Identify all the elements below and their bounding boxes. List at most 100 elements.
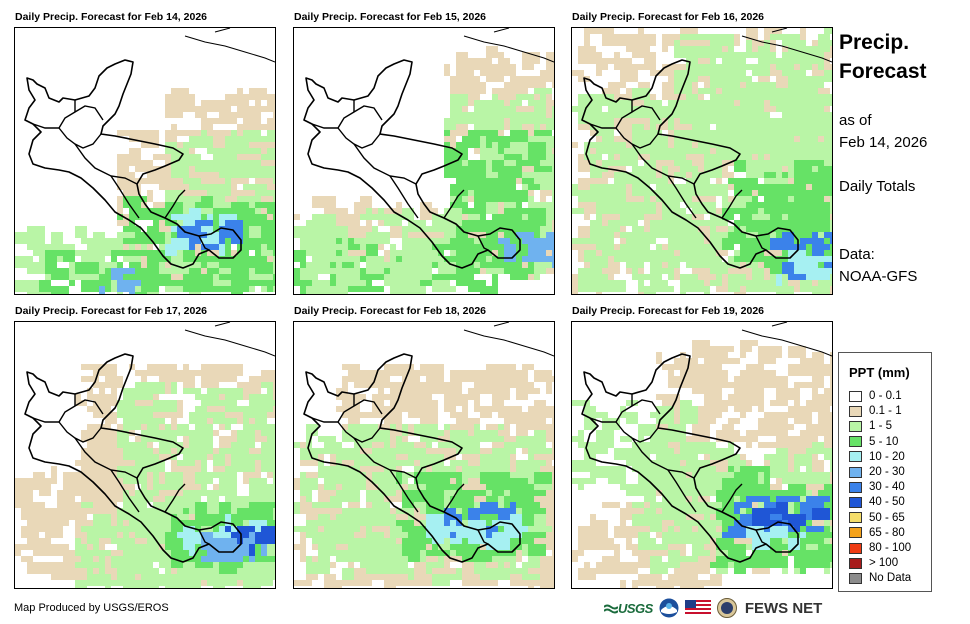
as-of-line1: as of [839,112,872,129]
legend-swatch [849,436,862,448]
side-title: Precip. Forecast [839,28,927,86]
legend-label: 0 - 0.1 [869,390,902,402]
legend-label: No Data [869,572,912,585]
logo-strip: USGS FEWS NET [603,596,823,620]
country-border [443,189,465,219]
legend-swatch [849,527,862,539]
country-border [631,437,695,479]
us-flag-icon [684,600,711,616]
map-panel-2 [293,27,555,295]
country-border [721,483,743,513]
panel-title-3: Daily Precip. Forecast for Feb 16, 2026 [572,11,765,23]
precip-map-4 [15,322,275,588]
legend-title: PPT (mm) [849,365,910,380]
caribbean-coastline [463,322,554,357]
country-border [311,399,383,423]
legend-swatch [849,466,862,478]
legend-label: 50 - 65 [869,511,905,524]
panel-title-2: Daily Precip. Forecast for Feb 15, 2026 [294,11,487,23]
map-panel-3 [571,27,833,295]
as-of-date: Feb 14, 2026 [839,134,928,151]
caribbean-coastline [184,28,275,63]
legend-label: 65 - 80 [869,526,905,539]
map-panel-6 [571,321,833,589]
legend-item: 40 - 50 [849,495,905,509]
caribbean-coastline [741,28,832,63]
state-dept-seal-icon [716,598,737,618]
as-of-label: as of Feb 14, 2026 [839,110,927,154]
country-border [164,483,186,513]
country-border [311,105,383,129]
legend-label: 5 - 10 [869,435,899,448]
country-border [353,437,417,479]
country-border [110,175,140,219]
country-border [667,175,697,219]
legend-item: 10 - 20 [849,450,905,464]
legend-label: 0.1 - 1 [869,405,902,418]
country-border [353,143,417,185]
country-border [32,105,104,129]
country-border [337,127,381,149]
map-panel-1 [14,27,276,295]
country-border [74,437,138,479]
daily-totals-label: Daily Totals [839,178,916,195]
country-border [58,127,102,149]
legend-swatch [849,572,862,584]
country-border [589,399,661,423]
panel-title-1: Daily Precip. Forecast for Feb 14, 2026 [15,11,208,23]
country-border [74,143,138,185]
legend-label: 80 - 100 [869,542,912,554]
country-border [198,235,210,251]
legend-label: 10 - 20 [869,450,905,463]
legend-swatch [849,405,862,417]
legend-label: 40 - 50 [869,496,905,509]
data-source-label: Data: NOAA-GFS [839,244,917,288]
legend-item: 65 - 80 [849,526,905,540]
country-border [615,127,659,149]
legend-swatch [849,557,862,569]
legend-item: > 100 [849,556,898,570]
legend-label: 30 - 40 [869,481,905,494]
side-title-line2: Forecast [839,60,927,83]
noaa-logo-icon [659,598,679,618]
usgs-wave-icon [603,604,619,614]
precip-map-3 [572,28,832,294]
map-panel-4 [14,321,276,589]
legend-label: 1 - 5 [869,420,893,433]
legend-swatch [849,420,862,432]
country-border [110,469,140,513]
country-border [389,175,419,219]
legend-swatch [849,481,862,493]
country-border [32,399,104,423]
precip-map-6 [572,322,832,588]
legend-swatch [849,512,862,524]
caribbean-coastline [741,322,832,357]
legend-swatch [849,451,862,463]
data-source-line1: Data: [839,246,875,263]
precip-map-1 [15,28,275,294]
legend-item: 0 - 0.1 [849,389,902,403]
country-border [631,143,695,185]
country-border [615,421,659,443]
country-border [755,235,767,251]
country-border [477,529,489,545]
map-credit: Map Produced by USGS/EROS [14,602,169,614]
legend-label: 20 - 30 [869,466,905,478]
country-border [443,483,465,513]
legend-item: No Data [849,571,911,585]
legend-item: 20 - 30 [849,465,905,479]
precip-map-2 [294,28,554,294]
legend-item: 1 - 5 [849,419,892,433]
legend-label: > 100 [869,557,899,570]
fews-net-logo: FEWS NET [744,599,823,617]
map-panel-5 [293,321,555,589]
usgs-logo: USGS [603,601,653,616]
legend-item: 0.1 - 1 [849,404,902,418]
side-title-line1: Precip. [839,31,910,54]
panel-title-5: Daily Precip. Forecast for Feb 18, 2026 [294,305,487,317]
country-border [477,235,489,251]
caribbean-coastline [463,28,554,63]
country-border [337,421,381,443]
legend-swatch [849,390,862,402]
legend-swatch [849,496,862,508]
